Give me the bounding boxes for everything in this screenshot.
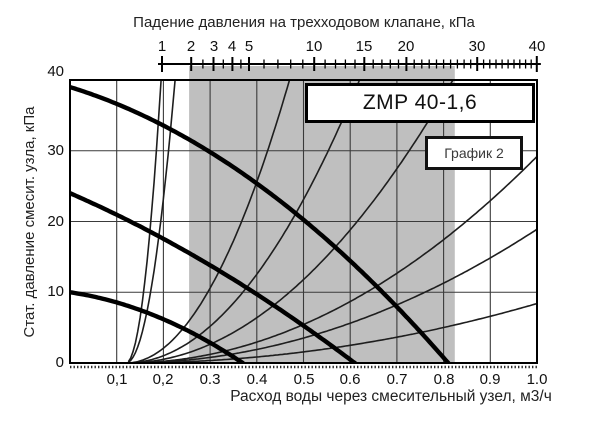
left-axis-tick-label: 10: [47, 283, 64, 300]
top-axis-tick-label: 15: [355, 38, 373, 55]
bottom-axis-tick-label: 0,2: [152, 371, 174, 388]
graph-caption: График 2: [444, 145, 504, 161]
top-axis-tick-label: 4: [227, 38, 237, 55]
top-axis-title: Падение давления на трехходовом клапане,…: [133, 14, 475, 31]
bottom-axis-tick-label: 1.0: [526, 371, 548, 388]
top-axis-tick-label: 40: [528, 38, 546, 55]
left-axis-tick-label: 30: [47, 142, 64, 159]
left-axis-tick-label: 40: [47, 63, 64, 80]
top-axis-tick-label: 30: [468, 38, 486, 55]
bottom-axis-tick-label: 0.8: [433, 371, 455, 388]
bottom-axis-tick-label: 0.4: [246, 371, 268, 388]
left-axis-tick-label: 20: [47, 213, 64, 230]
bottom-axis-tick-label: 0.3: [199, 371, 221, 388]
model-label: ZMP 40-1,6: [362, 91, 478, 114]
top-axis-tick-label: 2: [186, 38, 196, 55]
top-axis-tick-label: 5: [244, 38, 254, 55]
bottom-axis-tick-label: 0.7: [386, 371, 408, 388]
bottom-axis-tick-label: 0.9: [479, 371, 501, 388]
bottom-axis-title: Расход воды через смесительный узел, м3/…: [230, 388, 552, 405]
model-label-box: ZMP 40-1,6: [305, 83, 535, 123]
top-axis-tick-label: 20: [397, 38, 415, 55]
bottom-axis-tick-label: 0,1: [106, 371, 128, 388]
top-axis-tick-label: 10: [305, 38, 323, 55]
bottom-axis-tick-label: 0.5: [293, 371, 315, 388]
graph-caption-box: График 2: [425, 136, 523, 170]
left-axis-tick-label: 0: [55, 354, 64, 371]
top-axis-tick-label: 3: [209, 38, 219, 55]
bottom-axis-tick-label: 0.6: [339, 371, 361, 388]
top-axis-tick-label: 1: [157, 38, 167, 55]
